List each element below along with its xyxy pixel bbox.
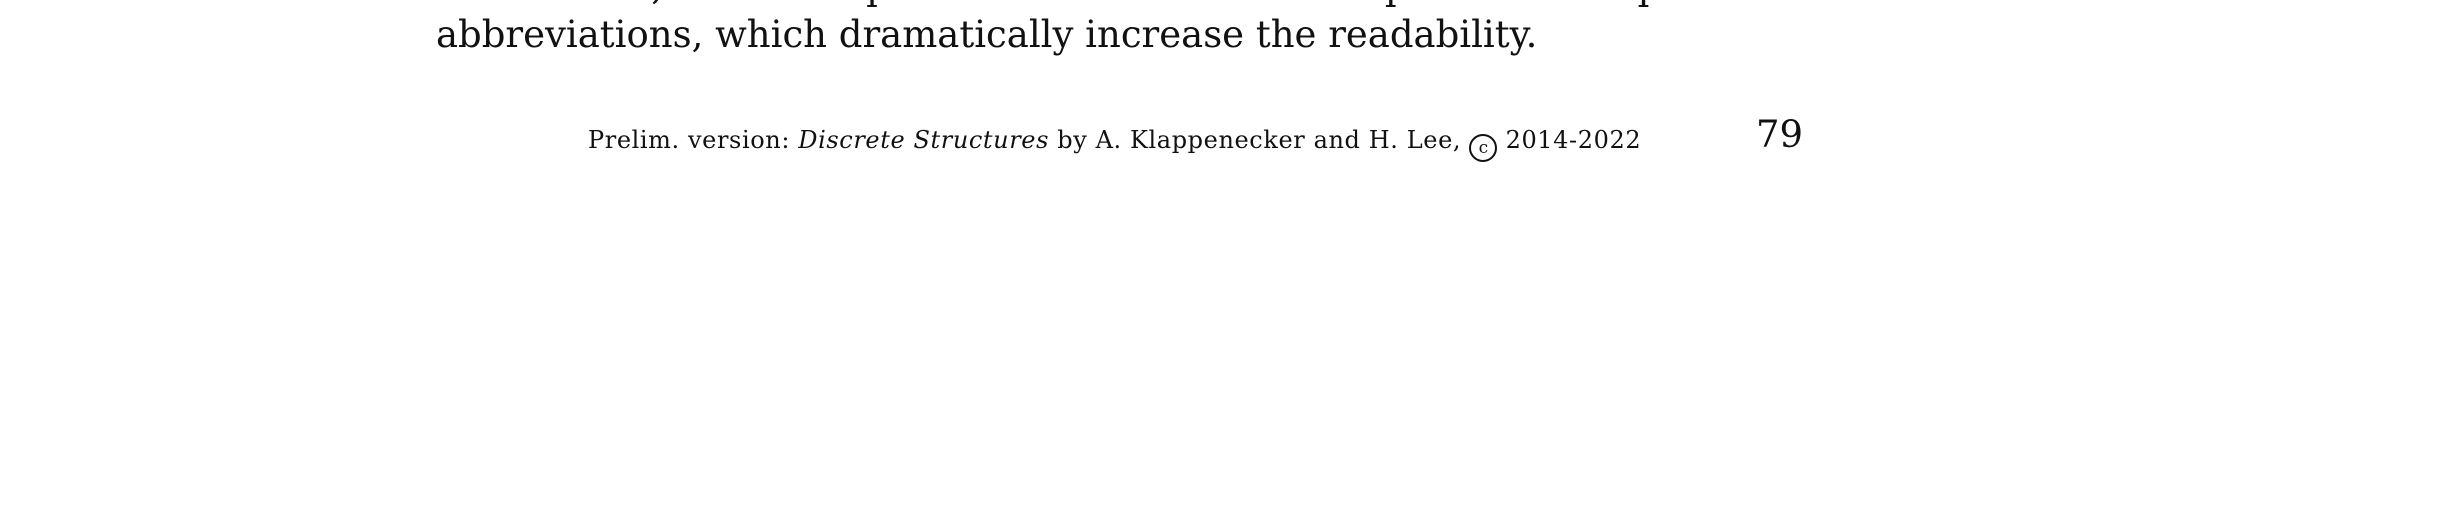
copyright-icon: c (1469, 134, 1498, 162)
page-footer: Prelim. version: Discrete Structures by … (588, 124, 1641, 162)
book-title: Discrete Structures (798, 126, 1050, 154)
footer-years: 2014-2022 (1497, 126, 1642, 154)
body-text-line: abbreviations, which dramatically increa… (436, 13, 1538, 56)
page-number: 79 (1756, 113, 1804, 156)
footer-authors: by A. Klappenecker and H. Lee, (1049, 126, 1470, 154)
footer-prefix: Prelim. version: (588, 126, 799, 154)
previous-body-line-cropped: and related, these compact formulas are … (436, 0, 1833, 10)
